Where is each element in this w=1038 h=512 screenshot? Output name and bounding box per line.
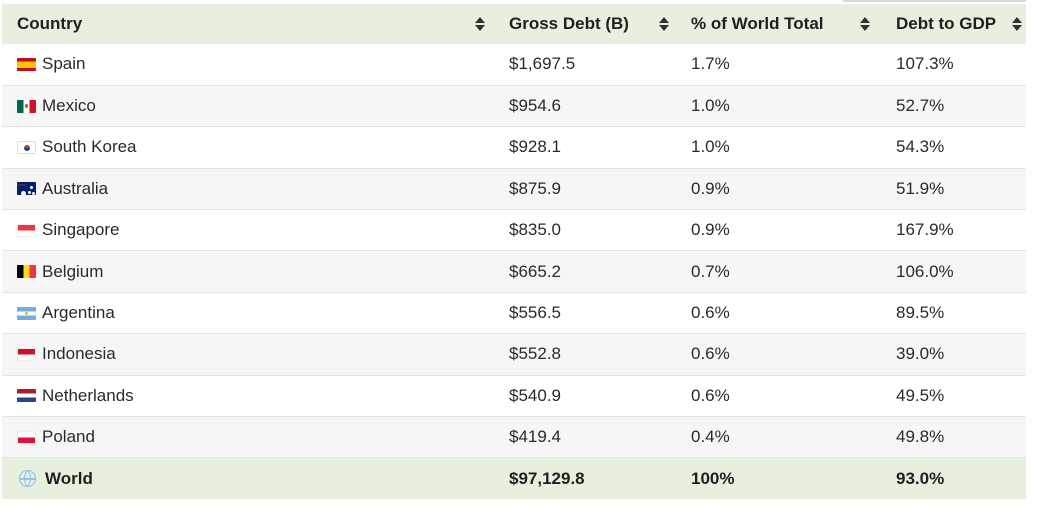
pct-world-cell: 0.6% bbox=[691, 344, 730, 364]
south-korea-flag-icon bbox=[17, 140, 36, 154]
table-header-row: Country Gross Debt (B) % of World Total … bbox=[2, 4, 1026, 44]
pct-world-cell: 1.7% bbox=[691, 54, 730, 74]
country-name: Mexico bbox=[42, 96, 96, 116]
gross-debt-cell: $556.5 bbox=[509, 303, 561, 323]
gross-debt-cell: $1,697.5 bbox=[509, 54, 576, 74]
sort-icon[interactable] bbox=[475, 17, 485, 31]
debt-to-gdp-cell: 39.0% bbox=[896, 344, 945, 364]
debt-to-gdp-cell: 52.7% bbox=[896, 96, 945, 116]
pct-world-cell: 0.9% bbox=[691, 178, 730, 198]
gross-debt-cell: $875.9 bbox=[509, 178, 561, 198]
debt-table: Country Gross Debt (B) % of World Total … bbox=[2, 4, 1026, 500]
country-name: Singapore bbox=[42, 220, 120, 240]
country-name: Indonesia bbox=[42, 344, 116, 364]
pct-world-cell: 0.6% bbox=[691, 385, 730, 405]
debt-to-gdp-cell: 54.3% bbox=[896, 137, 945, 157]
table-row: South Korea $928.1 1.0% 54.3% bbox=[2, 127, 1026, 169]
debt-to-gdp-cell: 107.3% bbox=[896, 54, 954, 74]
table-row: Argentina $556.5 0.6% 89.5% bbox=[2, 292, 1026, 334]
country-name: Poland bbox=[42, 427, 95, 447]
table-row: Belgium $665.2 0.7% 106.0% bbox=[2, 250, 1026, 293]
column-header-country[interactable]: Country bbox=[2, 4, 493, 44]
total-row: World $97,129.8 100% 93.0% bbox=[2, 457, 1026, 500]
table-row: Poland $419.4 0.4% 49.8% bbox=[2, 416, 1026, 458]
debt-to-gdp-cell: 89.5% bbox=[896, 303, 945, 323]
country-name: Belgium bbox=[42, 261, 104, 281]
table-row: Spain $1,697.5 1.7% 107.3% bbox=[2, 44, 1026, 86]
debt-to-gdp-cell: 167.9% bbox=[896, 220, 954, 240]
gross-debt-cell: $97,129.8 bbox=[509, 468, 585, 488]
indonesia-flag-icon bbox=[17, 347, 36, 361]
pct-world-cell: 0.9% bbox=[691, 220, 730, 240]
table-row: Mexico $954.6 1.0% 52.7% bbox=[2, 85, 1026, 127]
sort-icon[interactable] bbox=[659, 17, 669, 31]
debt-to-gdp-cell: 106.0% bbox=[896, 261, 954, 281]
country-name: Australia bbox=[42, 178, 109, 198]
debt-to-gdp-cell: 93.0% bbox=[896, 468, 945, 488]
country-name: World bbox=[45, 468, 93, 488]
gross-debt-cell: $665.2 bbox=[509, 261, 561, 281]
gross-debt-cell: $835.0 bbox=[509, 220, 561, 240]
mexico-flag-icon bbox=[17, 99, 36, 113]
column-header-gross-debt[interactable]: Gross Debt (B) bbox=[493, 4, 675, 44]
poland-flag-icon bbox=[17, 430, 36, 444]
pct-world-cell: 0.7% bbox=[691, 261, 730, 281]
debt-to-gdp-cell: 51.9% bbox=[896, 178, 945, 198]
debt-to-gdp-cell: 49.8% bbox=[896, 427, 945, 447]
gross-debt-cell: $954.6 bbox=[509, 96, 561, 116]
country-name: Argentina bbox=[42, 303, 115, 323]
debt-to-gdp-cell: 49.5% bbox=[896, 385, 945, 405]
gross-debt-cell: $540.9 bbox=[509, 385, 561, 405]
pct-world-cell: 0.6% bbox=[691, 303, 730, 323]
gross-debt-cell: $552.8 bbox=[509, 344, 561, 364]
table-row: Singapore $835.0 0.9% 167.9% bbox=[2, 210, 1026, 251]
globe-icon bbox=[19, 470, 36, 488]
spain-flag-icon bbox=[17, 57, 36, 71]
singapore-flag-icon bbox=[17, 223, 36, 237]
country-name: South Korea bbox=[42, 137, 137, 157]
sort-icon[interactable] bbox=[1012, 17, 1022, 31]
pct-world-cell: 1.0% bbox=[691, 137, 730, 157]
table-row: Netherlands $540.9 0.6% 49.5% bbox=[2, 375, 1026, 417]
gross-debt-cell: $928.1 bbox=[509, 137, 561, 157]
argentina-flag-icon bbox=[17, 306, 36, 320]
column-header-debt-to-gdp[interactable]: Debt to GDP bbox=[880, 4, 1026, 44]
netherlands-flag-icon bbox=[17, 389, 36, 403]
pct-world-cell: 1.0% bbox=[691, 96, 730, 116]
gross-debt-cell: $419.4 bbox=[509, 427, 561, 447]
belgium-flag-icon bbox=[17, 265, 36, 279]
table-row: Indonesia $552.8 0.6% 39.0% bbox=[2, 333, 1026, 376]
country-name: Spain bbox=[42, 54, 86, 74]
sort-icon[interactable] bbox=[860, 17, 870, 31]
column-header-pct-world[interactable]: % of World Total bbox=[675, 4, 880, 44]
pct-world-cell: 0.4% bbox=[691, 427, 730, 447]
pct-world-cell: 100% bbox=[691, 468, 735, 488]
australia-flag-icon bbox=[17, 182, 36, 196]
top-divider bbox=[843, 0, 1026, 2]
country-name: Netherlands bbox=[42, 385, 134, 405]
table-row: Australia $875.9 0.9% 51.9% bbox=[2, 168, 1026, 210]
